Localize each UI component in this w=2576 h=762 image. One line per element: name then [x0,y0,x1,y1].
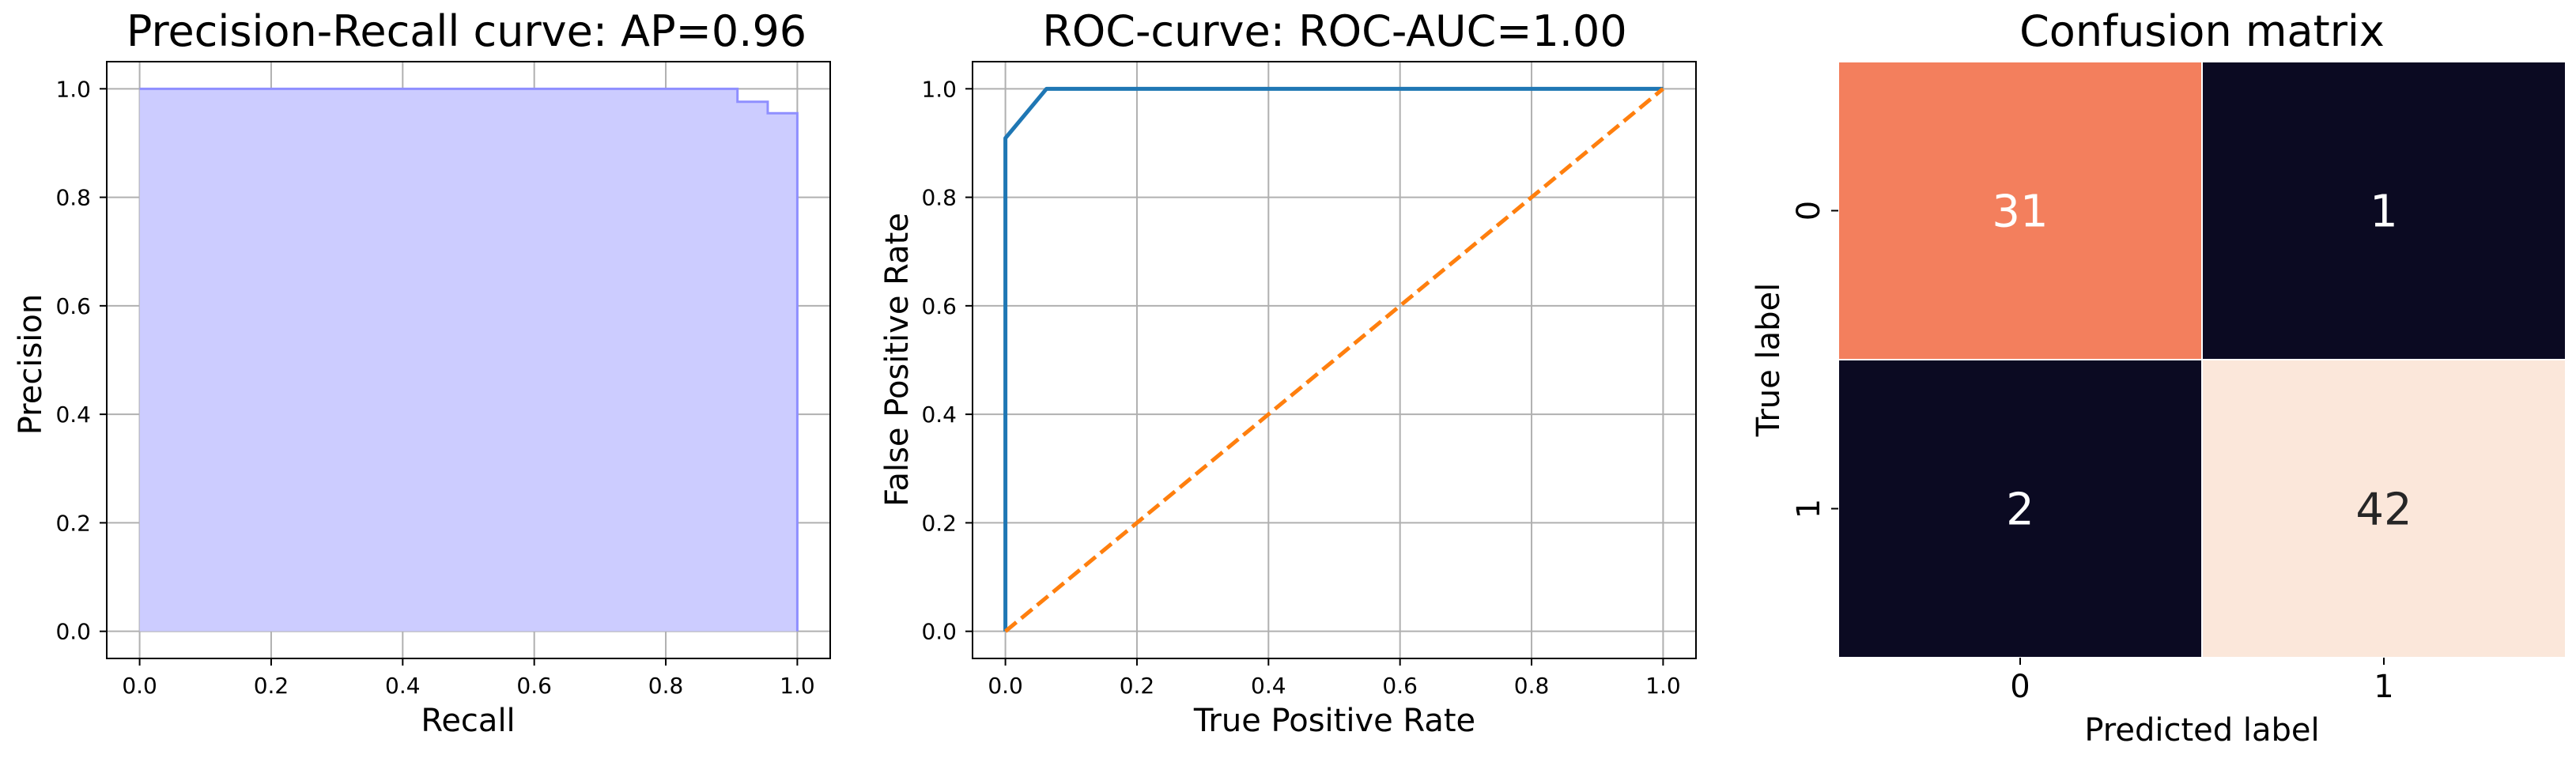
pr-y-tick-label: 0.8 [55,185,91,211]
pr-title: Precision-Recall curve: AP=0.96 [127,6,806,56]
pr-y-axis-label: Precision [13,294,49,435]
roc-chart: ROC-curve: ROC-AUC=1.00 0.0 0.2 0.4 0.6 0.8 1… [879,6,1697,739]
cm-y-ticks: 01 [1791,201,1838,519]
roc-title: ROC-curve: ROC-AUC=1.00 [1042,6,1627,56]
roc-x-axis-label: True Positive Rate [1193,703,1475,739]
cm-cell-value: 1 [2370,187,2398,238]
cm-y-axis-label: True label [1751,283,1787,437]
cm-y-tick-label: 1 [1791,499,1827,519]
pr-x-tick-label: 0.2 [254,673,289,699]
roc-plot-frame [972,61,1697,659]
roc-y-tick-label: 0.4 [921,402,957,428]
roc-grid [973,62,1696,658]
roc-y-tick-label: 0.8 [921,185,957,211]
cm-x-axis-label: Predicted label [2084,712,2319,749]
cm-cell [1838,61,2203,360]
cm-x-tick-label: 0 [2010,669,2030,705]
cm-cells: 31 1 2 42 [1838,61,2567,658]
roc-y-tick-label: 0.0 [921,619,957,645]
roc-x-tick-label: 0.4 [1251,673,1286,699]
cm-cell [1838,359,2203,658]
pr-y-tick-label: 1.0 [55,76,91,102]
pr-y-tick-label: 0.4 [55,402,91,428]
roc-x-tick-label: 1.0 [1645,673,1681,699]
cm-cell [2201,359,2567,658]
pr-x-axis-label: Recall [421,703,515,739]
pr-y-ticks: 0.0 0.2 0.4 0.6 0.8 1.0 [55,76,107,645]
roc-baseline-line [1003,87,1665,633]
precision-recall-chart: Precision-Recall curve: AP=0.96 0.0 0.2 0.… [13,6,831,739]
cm-x-tick-label: 1 [2374,669,2393,705]
roc-lines [1003,86,1665,633]
pr-y-tick-label: 0.2 [55,510,91,536]
roc-x-ticks: 0.0 0.2 0.4 0.6 0.8 1.0 [988,658,1681,699]
roc-x-tick-label: 0.2 [1120,673,1155,699]
cm-cell [2201,61,2567,360]
pr-x-ticks: 0.0 0.2 0.4 0.6 0.8 1.0 [122,658,815,699]
roc-y-tick-label: 1.0 [921,76,957,102]
roc-curve-line [1003,86,1664,632]
cm-cell-value: 31 [1992,187,2048,238]
cm-cell-value: 42 [2355,485,2412,536]
pr-x-tick-label: 0.6 [516,673,552,699]
cm-title: Confusion matrix [2019,6,2385,56]
pr-x-tick-label: 1.0 [780,673,815,699]
pr-y-tick-label: 0.6 [55,293,91,319]
roc-x-tick-label: 0.8 [1514,673,1550,699]
roc-y-tick-label: 0.2 [921,510,957,536]
cm-y-tick-label: 0 [1791,201,1827,221]
cm-cell-value: 2 [2006,485,2034,536]
roc-y-axis-label: False Positive Rate [879,213,916,507]
roc-y-tick-label: 0.6 [921,293,957,319]
pr-area-layer [139,87,799,632]
roc-x-tick-label: 0.6 [1382,673,1418,699]
pr-plot-frame [106,61,831,659]
roc-y-ticks: 0.0 0.2 0.4 0.6 0.8 1.0 [921,76,973,645]
pr-x-tick-label: 0.8 [648,673,684,699]
pr-x-tick-label: 0.4 [385,673,421,699]
pr-area-fill [139,89,798,632]
pr-y-tick-label: 0.0 [55,619,91,645]
pr-x-tick-label: 0.0 [122,673,157,699]
roc-x-tick-label: 0.0 [988,673,1023,699]
pr-curve-line [139,87,799,632]
